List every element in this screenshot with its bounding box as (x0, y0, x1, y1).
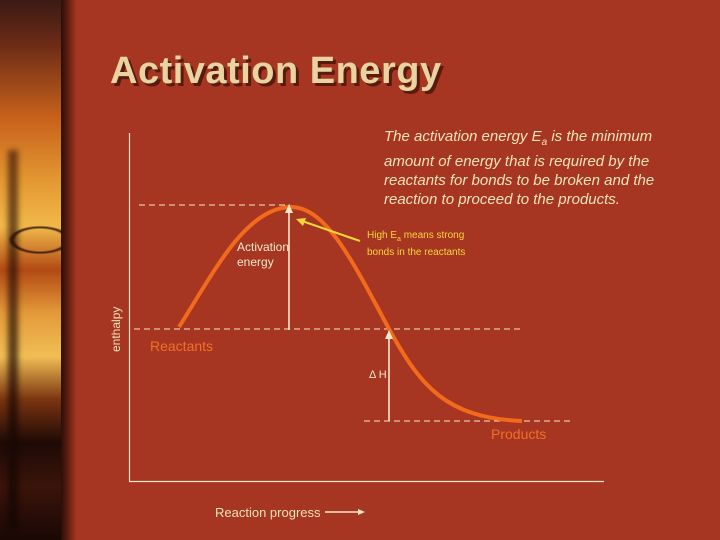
x-axis-label: Reaction progress (215, 505, 321, 520)
reaction-curve (177, 204, 523, 423)
activation-energy-label: Activation energy (237, 240, 290, 269)
slide-title: Activation Energy (110, 50, 442, 92)
delta-h-label: Δ H (369, 369, 387, 381)
description-text: The activation energy Ea is the minimum … (384, 128, 655, 208)
reactants-label: Reactants (150, 338, 214, 354)
decorative-shadow (61, 0, 77, 540)
progress-arrow-head (358, 509, 365, 515)
activation-arrow-head (285, 204, 293, 213)
decorative-beaker-image (0, 0, 61, 540)
y-axis-label: enthalpy (109, 306, 123, 352)
products-label: Products (491, 426, 547, 442)
delta-h-arrow-head (385, 330, 393, 339)
high-ea-annotation: High Ea means strong bonds in the reactan… (367, 230, 466, 258)
annotation-arrow-head (296, 218, 306, 226)
